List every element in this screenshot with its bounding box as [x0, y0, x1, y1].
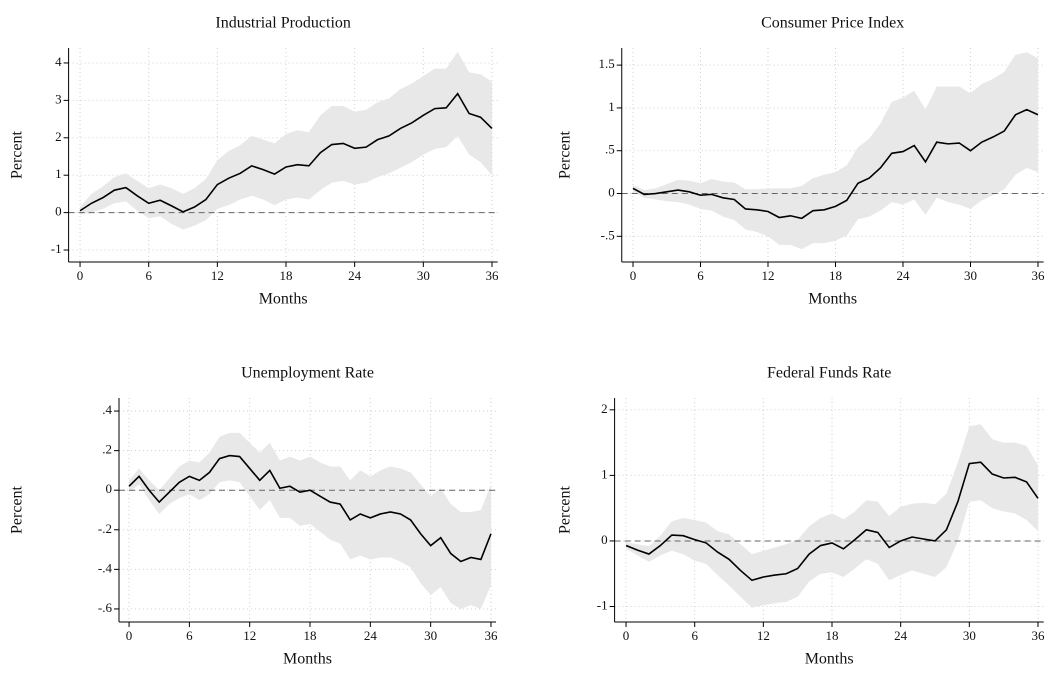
y-tick-label: 0 — [55, 204, 62, 219]
y-tick-label: .2 — [102, 442, 112, 457]
title: Consumer Price Index — [761, 15, 904, 32]
x-tick-label: 12 — [243, 628, 256, 643]
irf-line — [625, 461, 1039, 582]
y-tick-label: 1 — [608, 99, 615, 114]
x-tick-label: 0 — [630, 268, 637, 283]
y-axis-title: Percent — [557, 485, 574, 534]
y-tick-label: .4 — [102, 402, 112, 417]
panel: 0 6 12 18 24 30 36 -.6 -.4 -.2 0 .2 .4 Unemployment R… — [9, 365, 498, 668]
y-axis-title: Percent — [557, 130, 574, 179]
y-tick-label: -.4 — [98, 560, 113, 575]
x-tick-label: 36 — [484, 628, 498, 643]
y-tick-label: 1 — [55, 166, 62, 181]
x-tick-label: 24 — [894, 628, 908, 643]
x-tick-label: 12 — [761, 268, 774, 283]
x-tick-label: 0 — [77, 268, 84, 283]
y-tick-label: -.5 — [601, 227, 615, 242]
y-tick-label: .5 — [605, 142, 615, 157]
irf-line — [79, 92, 493, 213]
x-tick-label: 30 — [964, 268, 977, 283]
confidence-band — [80, 51, 492, 230]
x-tick-label: 36 — [485, 268, 499, 283]
x-tick-label: 36 — [1031, 268, 1045, 283]
y-axis-title: Percent — [9, 485, 26, 534]
title: Unemployment Rate — [241, 365, 374, 382]
x-tick-label: 18 — [829, 268, 842, 283]
y-tick-label: 0 — [608, 185, 615, 200]
confidence-band — [129, 432, 491, 609]
x-axis-title: Months — [259, 291, 308, 308]
y-tick-label: -.2 — [98, 521, 112, 536]
x-tick-label: 12 — [211, 268, 224, 283]
title: Federal Funds Rate — [767, 365, 891, 382]
x-tick-label: 6 — [691, 628, 698, 643]
x-tick-label: 24 — [896, 268, 910, 283]
x-tick-label: 18 — [280, 268, 293, 283]
x-tick-label: 6 — [145, 268, 152, 283]
y-tick-label: -1 — [51, 241, 62, 256]
x-tick-label: 24 — [348, 268, 362, 283]
confidence-band — [632, 52, 1038, 250]
x-tick-label: 0 — [623, 628, 630, 643]
x-axis-title: Months — [805, 651, 854, 668]
x-tick-label: 36 — [1031, 628, 1045, 643]
x-tick-label: 6 — [186, 628, 193, 643]
irf-line — [632, 108, 1039, 220]
y-tick-label: 3 — [55, 91, 62, 106]
title: Industrial Production — [215, 15, 351, 32]
y-tick-label: 2 — [55, 129, 62, 144]
y-tick-label: 4 — [55, 54, 62, 69]
y-tick-label: 2 — [601, 401, 608, 416]
x-axis-title: Months — [808, 291, 857, 308]
irf-line — [128, 454, 492, 563]
y-tick-label: 0 — [106, 481, 113, 496]
panel: 0 6 12 18 24 30 36 -.5 0 .5 1 1.5 Consumer Price Ind… — [557, 15, 1045, 308]
y-tick-label: -1 — [597, 598, 608, 613]
x-tick-label: 18 — [304, 628, 317, 643]
y-axis-title: Percent — [9, 130, 26, 179]
x-tick-label: 30 — [424, 628, 437, 643]
x-tick-label: 30 — [417, 268, 430, 283]
x-tick-label: 30 — [963, 628, 976, 643]
x-tick-label: 6 — [697, 268, 704, 283]
x-tick-label: 18 — [826, 628, 839, 643]
y-tick-label: 1 — [601, 466, 608, 481]
confidence-band — [626, 424, 1038, 608]
x-tick-label: 0 — [126, 628, 133, 643]
x-axis-title: Months — [283, 651, 332, 668]
x-tick-label: 12 — [757, 628, 770, 643]
x-tick-label: 24 — [364, 628, 378, 643]
y-tick-label: -.6 — [98, 600, 113, 615]
y-tick-label: 0 — [601, 532, 608, 547]
y-tick-label: 1.5 — [599, 56, 615, 71]
